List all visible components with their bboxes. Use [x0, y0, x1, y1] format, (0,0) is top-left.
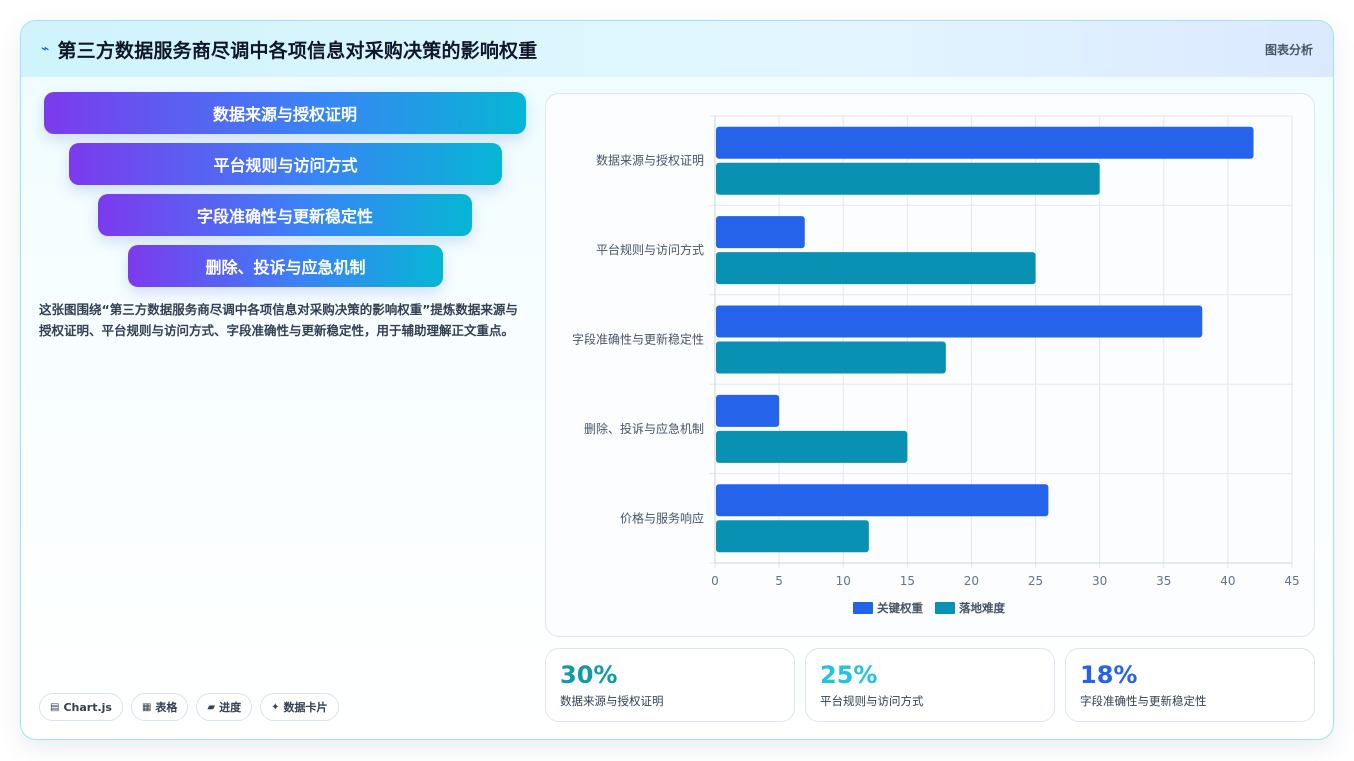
- x-tick-label: 30: [1092, 574, 1107, 588]
- bar-difficulty: [716, 252, 1036, 285]
- pill-label: 字段准确性与更新稳定性: [196, 207, 373, 226]
- description: 这张图围绕“第三方数据服务商尽调中各项信息对采购决策的影响权重”提炼数据来源与授…: [39, 302, 518, 338]
- header-tag: 图表分析: [1264, 42, 1313, 57]
- chip-label: 表格: [155, 701, 178, 714]
- chip-progress[interactable]: ▰ 进度: [196, 693, 253, 721]
- x-tick-label: 20: [964, 574, 979, 588]
- bar-difficulty: [716, 341, 946, 374]
- y-tick-label: 删除、投诉与应急机制: [584, 421, 704, 436]
- bar-difficulty: [716, 430, 908, 463]
- bar-key-weight: [716, 484, 1049, 517]
- legend-swatch: [935, 602, 955, 614]
- stat-card: 25% 平台规则与访问方式: [805, 648, 1055, 722]
- chart-panel: 0 5 10 15 20 25 30 35 40 45 数据来源与授权证明 平台规则与访问方式字段准确…: [545, 93, 1315, 637]
- chip-table[interactable]: ▦ 表格: [130, 693, 189, 721]
- pill-item: 删除、投诉与应急机制: [128, 245, 443, 287]
- header: ⌁ 第三方数据服务商尽调中各项信息对采购决策的影响权重 图表分析: [21, 21, 1333, 77]
- pill-item: 字段准确性与更新稳定性: [98, 194, 472, 236]
- y-tick-label: 数据来源与授权证明: [596, 153, 704, 168]
- main-card: ⌁ 第三方数据服务商尽调中各项信息对采购决策的影响权重 图表分析 数据来源与授权…: [20, 20, 1334, 740]
- bar-chart: 0 5 10 15 20 25 30 35 40 45 数据来源与授权证明平台规则与访问方式字段准确…: [572, 115, 1300, 615]
- stat-label: 平台规则与访问方式: [820, 694, 924, 708]
- x-tick-label: 25: [1028, 574, 1043, 588]
- chip-row: ▤ Chart.js ▦ 表格 ▰ 进度 ✦ 数据卡片: [39, 693, 339, 721]
- chart-icon: ▤: [50, 701, 60, 713]
- x-tick-label: 10: [836, 574, 851, 588]
- stat-label: 数据来源与授权证明: [560, 694, 664, 708]
- pill-label: 数据来源与授权证明: [212, 105, 357, 124]
- bar-difficulty: [716, 520, 869, 553]
- stat-value: 18%: [1080, 661, 1138, 689]
- stat-label: 字段准确性与更新稳定性: [1080, 694, 1207, 708]
- y-tick-label: 平台规则与访问方式: [596, 242, 704, 257]
- x-tick-label: 45: [1284, 574, 1299, 588]
- x-tick-label: 40: [1220, 574, 1235, 588]
- bar-key-weight: [716, 394, 780, 427]
- chip-chartjs[interactable]: ▤ Chart.js: [39, 693, 123, 721]
- legend-label: 关键权重: [877, 601, 923, 615]
- stat-card: 30% 数据来源与授权证明: [545, 648, 795, 722]
- chip-label: 进度: [219, 701, 242, 714]
- chip-datacard[interactable]: ✦ 数据卡片: [260, 693, 339, 721]
- stat-value: 30%: [560, 661, 618, 689]
- chip-label: 数据卡片: [283, 701, 328, 714]
- bar-key-weight: [716, 126, 1254, 159]
- page-title: 第三方数据服务商尽调中各项信息对采购决策的影响权重: [57, 39, 538, 62]
- sparkle-icon: ✦: [271, 701, 280, 713]
- y-tick-label: 价格与服务响应: [620, 510, 704, 525]
- pill-item: 数据来源与授权证明: [44, 92, 526, 134]
- pill-item: 平台规则与访问方式: [69, 143, 502, 185]
- y-tick-label: 字段准确性与更新稳定性: [572, 332, 704, 347]
- x-tick-label: 15: [900, 574, 915, 588]
- stat-value: 25%: [820, 661, 878, 689]
- legend-label: 落地难度: [959, 601, 1005, 615]
- bar-key-weight: [716, 216, 805, 249]
- x-tick-label: 5: [775, 574, 783, 588]
- bar-key-weight: [716, 305, 1203, 338]
- pill-label: 删除、投诉与应急机制: [205, 258, 366, 277]
- table-icon: ▦: [141, 701, 152, 713]
- x-tick-label: 0: [711, 574, 719, 588]
- legend-swatch: [853, 602, 873, 614]
- chip-label: Chart.js: [63, 700, 112, 714]
- stat-card: 18% 字段准确性与更新稳定性: [1065, 648, 1315, 722]
- x-tick-label: 35: [1156, 574, 1171, 588]
- chart-icon: ⌁: [41, 41, 50, 57]
- progress-icon: ▰: [207, 701, 216, 713]
- pill-label: 平台规则与访问方式: [213, 156, 358, 175]
- bar-difficulty: [716, 162, 1100, 195]
